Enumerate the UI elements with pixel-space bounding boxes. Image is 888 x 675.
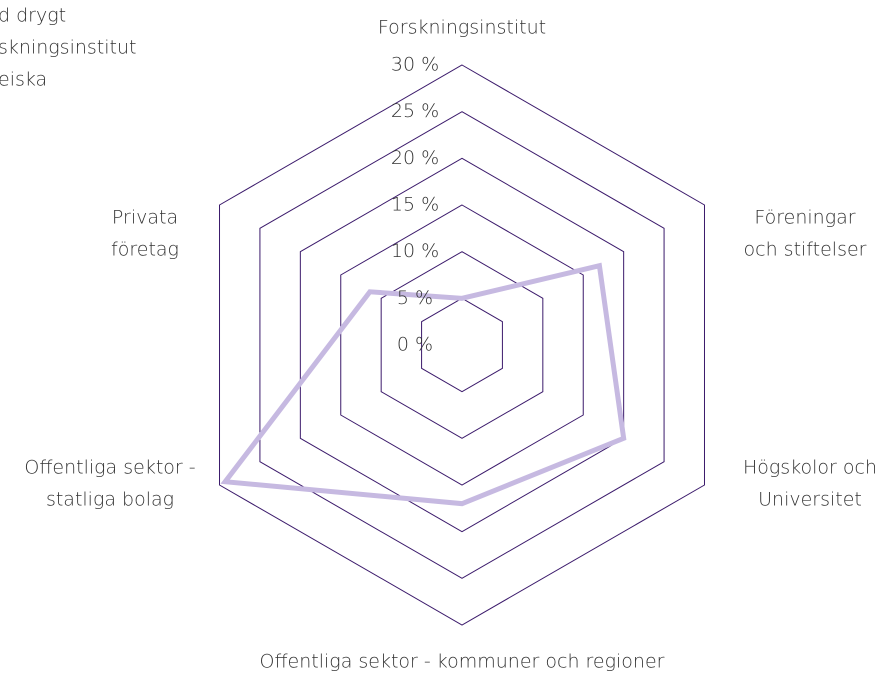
tick-label: 0 % (397, 334, 433, 356)
category-label: Högskolor och (743, 457, 877, 479)
annotation: eiska (0, 69, 47, 91)
category-label: och stiftelser (744, 239, 867, 261)
tick-label: 20 % (391, 147, 439, 169)
category-label: Forskningsinstitut (378, 17, 546, 39)
tick-label: 10 % (391, 240, 439, 262)
tick-label: 25 % (391, 100, 439, 122)
annotation: skningsinstitut (0, 37, 136, 59)
tick-label: 5 % (397, 287, 433, 309)
tick-label: 30 % (391, 54, 439, 76)
tick-label: 15 % (391, 194, 439, 216)
category-label: Föreningar (754, 207, 855, 229)
grid-ring (259, 111, 665, 579)
grid-ring (340, 204, 584, 486)
grid-ring (219, 64, 705, 626)
category-label: Universitet (758, 489, 862, 511)
category-label: Offentliga sektor - (24, 457, 195, 479)
data-line (220, 262, 627, 507)
grid-ring (299, 157, 625, 533)
grid-ring (380, 251, 544, 439)
category-label: Offentliga sektor - kommuner och regione… (260, 651, 665, 673)
grid-ring (421, 297, 503, 393)
category-label: företag (111, 239, 179, 261)
category-label: Privata (112, 207, 178, 229)
category-label: statliga bolag (46, 489, 174, 511)
annotation: d drygt (0, 5, 66, 27)
